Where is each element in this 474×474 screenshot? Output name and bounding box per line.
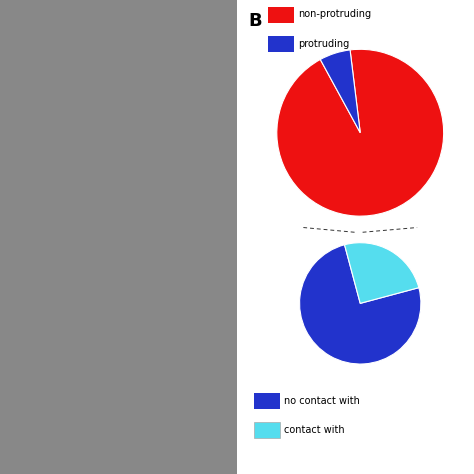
Bar (268, 7, 294, 23)
Text: protruding: protruding (299, 38, 350, 49)
Bar (254, 422, 280, 438)
Text: B: B (249, 12, 263, 30)
Text: contact with: contact with (284, 425, 345, 435)
Wedge shape (277, 49, 444, 216)
Bar (0, 0, 237, 474)
Text: non-protruding: non-protruding (299, 9, 372, 19)
Wedge shape (345, 243, 419, 303)
Wedge shape (320, 50, 360, 133)
Bar (254, 393, 280, 409)
Bar (268, 36, 294, 52)
Wedge shape (300, 245, 421, 364)
Text: no contact with: no contact with (284, 395, 360, 406)
